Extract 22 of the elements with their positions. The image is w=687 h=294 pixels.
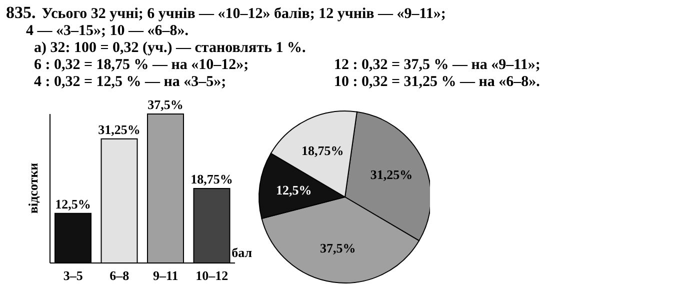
data-label: 18,75% xyxy=(190,172,233,186)
text: 10 : 0,32 = 31,25 % — на «6–8». xyxy=(334,74,540,91)
data-label: 37,5% xyxy=(320,240,356,256)
data-label: 12,5% xyxy=(276,182,312,198)
x-tick-label: 6–8 xyxy=(110,268,130,284)
x-tick-label: 9–11 xyxy=(152,268,178,284)
data-label: 18,75% xyxy=(301,143,344,158)
data-label: 31,25% xyxy=(98,122,140,137)
text: 6 : 0,32 = 18,75 % — на «10–12»; xyxy=(34,57,250,74)
text: а) 32: 100 = 0,32 (уч.) — становлять 1 %. xyxy=(33,40,307,57)
data-label: 37,5% xyxy=(148,97,184,112)
x-tick-label: 3–5 xyxy=(63,268,84,284)
data-label: 31,25% xyxy=(370,167,413,182)
text: 12 : 0,32 = 37,5 % — на «9–11»; xyxy=(334,57,540,74)
text: 4 : 0,32 = 12,5 % — на «3–5»; xyxy=(34,74,228,91)
chart-title: 835. xyxy=(6,3,36,22)
x-tick-label: 10–12 xyxy=(196,268,228,284)
data-label: 12,5% xyxy=(55,196,91,212)
text: Усього 32 учні; 6 учнів — «10–12» балів; 12 учнів — «9–11»; xyxy=(42,6,446,22)
x-axis-title: бал xyxy=(232,245,252,260)
y-axis-title: відсотки xyxy=(26,162,41,214)
text: 4 — «3–15»; 10 — «6–8». xyxy=(25,23,190,40)
